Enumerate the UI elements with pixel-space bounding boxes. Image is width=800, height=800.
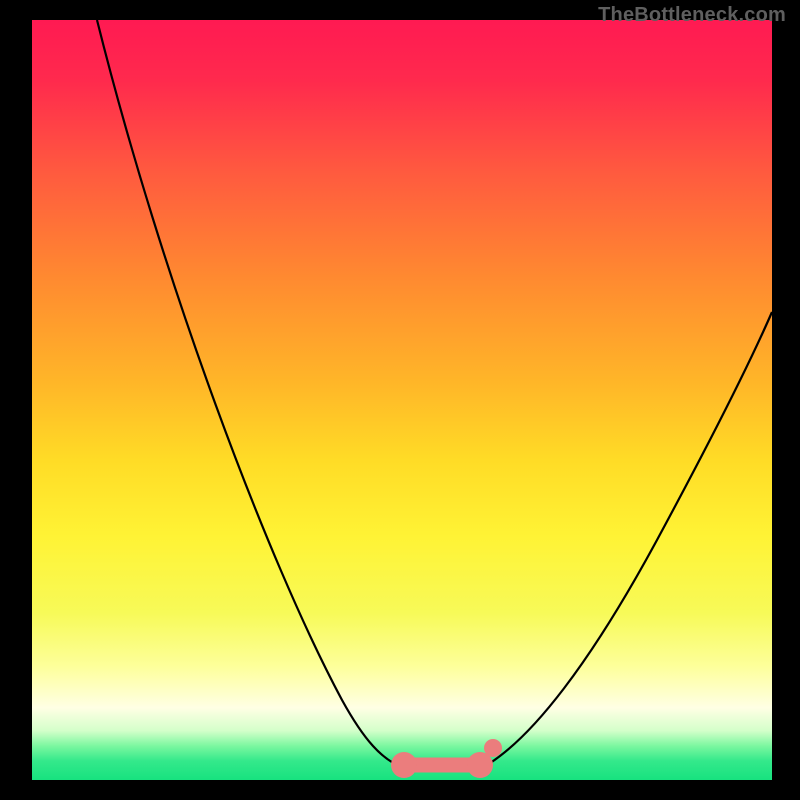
watermark-text: TheBottleneck.com xyxy=(598,4,786,27)
curve-left-branch xyxy=(97,20,404,768)
curve-overlay xyxy=(0,0,800,800)
valley-floor-extra-lobe xyxy=(484,739,502,757)
valley-floor-left-lobe xyxy=(391,752,417,778)
curve-right-branch xyxy=(482,312,772,768)
valley-floor-connector xyxy=(391,739,502,778)
chart-frame: TheBottleneck.com xyxy=(0,0,800,800)
plot-group xyxy=(97,20,772,778)
